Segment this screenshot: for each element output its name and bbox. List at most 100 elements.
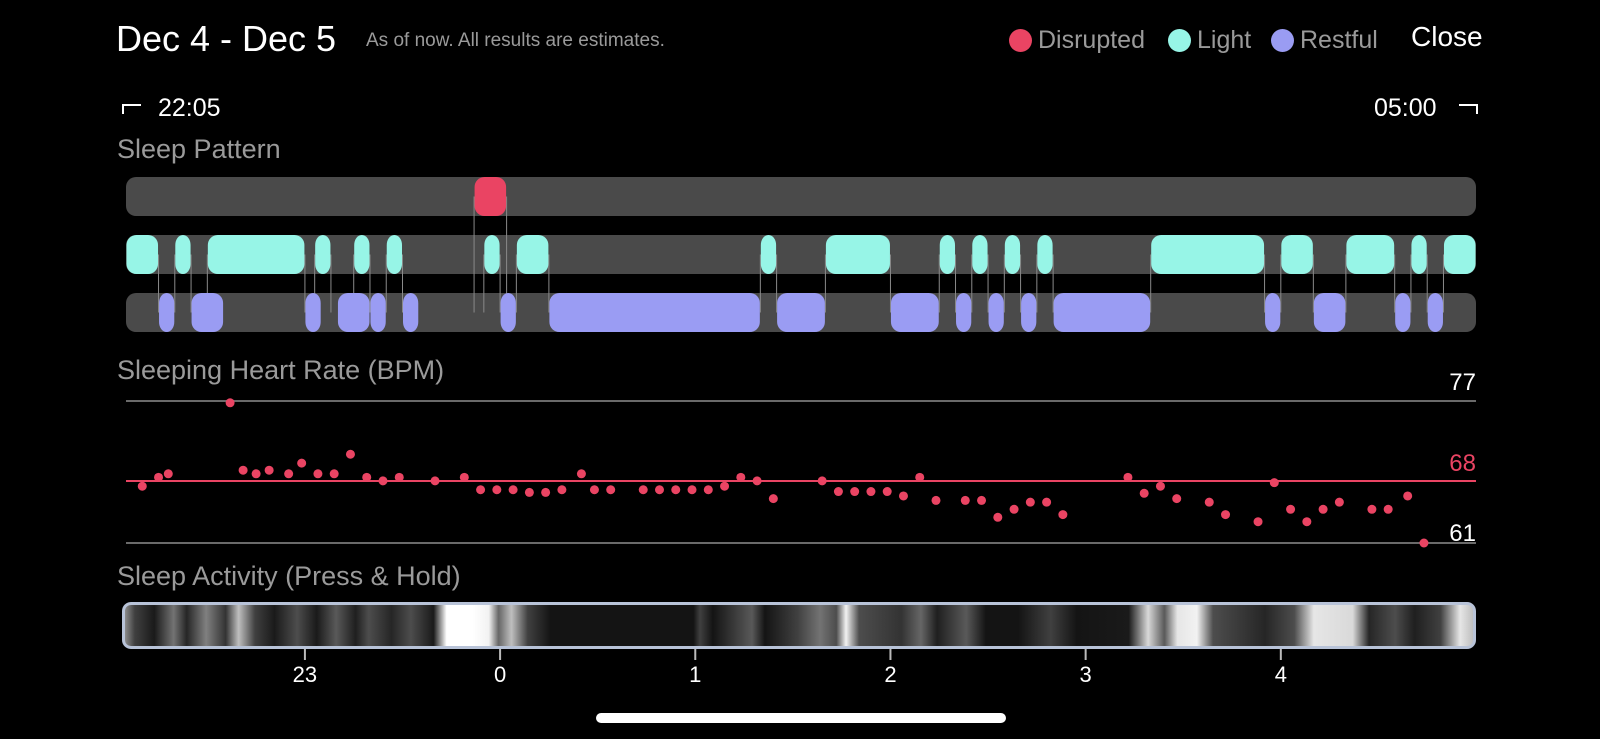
restful-segment[interactable] <box>1313 293 1346 332</box>
start-time: 22:05 <box>158 94 221 122</box>
legend-label: Light <box>1197 25 1252 54</box>
light-segments <box>126 235 1476 274</box>
restful-segment[interactable] <box>370 293 386 332</box>
hr-point <box>430 476 440 486</box>
hr-point <box>687 485 697 495</box>
hr-point <box>284 469 294 479</box>
bracket-end-icon <box>1459 104 1478 114</box>
disrupted-dot-icon <box>1009 28 1032 52</box>
hr-point <box>720 481 730 491</box>
light-segment[interactable] <box>354 235 370 274</box>
restful-segment[interactable] <box>890 293 939 332</box>
restful-segment[interactable] <box>305 293 321 332</box>
hr-point <box>1123 472 1133 482</box>
hr-point <box>1172 494 1182 504</box>
hr-point <box>459 472 469 482</box>
hr-point <box>606 485 616 495</box>
light-segment[interactable] <box>386 235 403 274</box>
hr-point <box>378 476 388 486</box>
restful-segment[interactable] <box>1395 293 1411 332</box>
activity-tick-label: 3 <box>1080 662 1092 687</box>
light-segment[interactable] <box>126 235 159 274</box>
legend-disrupted: Disrupted <box>1009 24 1145 56</box>
restful-segment[interactable] <box>1265 293 1281 332</box>
restful-segment[interactable] <box>956 293 972 332</box>
hr-point <box>1367 504 1377 514</box>
hr-min-label: 61 <box>1449 520 1476 547</box>
light-segment[interactable] <box>760 235 777 274</box>
light-segment[interactable] <box>516 235 549 274</box>
hr-point <box>654 485 664 495</box>
restful-segment[interactable] <box>988 293 1004 332</box>
light-segment[interactable] <box>315 235 331 274</box>
restful-dot-icon <box>1271 28 1294 52</box>
hr-point <box>898 491 908 501</box>
restful-segment[interactable] <box>500 293 516 332</box>
light-segment[interactable] <box>1004 235 1021 274</box>
restful-segment[interactable] <box>1053 293 1151 332</box>
pattern-connectors <box>158 196 1444 313</box>
light-segment[interactable] <box>1346 235 1395 274</box>
hr-point <box>508 485 518 495</box>
hr-point <box>1403 491 1413 501</box>
hr-point <box>915 472 925 482</box>
hr-point <box>882 487 892 497</box>
sleep-activity-title: Sleep Activity (Press & Hold) <box>117 561 461 591</box>
activity-time-axis: 23 0 1 2 3 4 <box>293 649 1287 687</box>
restful-segment[interactable] <box>777 293 825 332</box>
hr-point <box>557 485 567 495</box>
hr-point <box>137 481 147 491</box>
hr-point <box>1221 510 1231 520</box>
hr-point <box>1286 504 1296 514</box>
hr-point <box>1025 497 1035 507</box>
activity-tick-label: 0 <box>494 662 506 687</box>
light-segment[interactable] <box>1151 235 1265 274</box>
hr-point <box>752 476 762 486</box>
light-segment[interactable] <box>484 235 500 274</box>
bracket-start-icon <box>122 104 141 114</box>
restful-segment[interactable] <box>1021 293 1037 332</box>
heart-rate-chart: 77 68 61 <box>126 369 1476 548</box>
legend-restful: Restful <box>1271 24 1378 56</box>
light-segment[interactable] <box>825 235 890 274</box>
light-segment[interactable] <box>1443 235 1476 274</box>
hr-point <box>476 485 486 495</box>
legend-light: Light <box>1168 24 1251 56</box>
restful-segment[interactable] <box>549 293 760 332</box>
estimate-note: As of now. All results are estimates. <box>366 30 665 51</box>
hr-point <box>154 472 164 482</box>
hr-point <box>1204 497 1214 507</box>
restful-segment[interactable] <box>159 293 175 332</box>
close-button[interactable]: Close <box>1411 21 1483 52</box>
light-segment[interactable] <box>1037 235 1053 274</box>
light-segment[interactable] <box>1411 235 1427 274</box>
disrupted-segment[interactable] <box>474 177 507 216</box>
hr-point <box>524 487 534 497</box>
restful-segment[interactable] <box>1427 293 1443 332</box>
light-segment[interactable] <box>1281 235 1313 274</box>
hr-point <box>703 485 713 495</box>
light-segment[interactable] <box>939 235 956 274</box>
legend-label: Restful <box>1300 25 1378 54</box>
hr-point <box>977 495 987 505</box>
hr-point <box>251 469 261 479</box>
hr-point <box>541 487 551 497</box>
hr-point <box>1334 497 1344 507</box>
light-segment[interactable] <box>972 235 988 274</box>
hr-point <box>1139 488 1149 498</box>
hr-point <box>931 495 941 505</box>
hr-point <box>1269 478 1279 488</box>
hr-point <box>225 398 235 408</box>
hr-point <box>492 485 502 495</box>
restful-segment[interactable] <box>337 293 370 332</box>
hr-point <box>1383 504 1393 514</box>
hr-point <box>345 449 355 459</box>
home-indicator[interactable] <box>596 713 1006 723</box>
restful-segment[interactable] <box>191 293 224 332</box>
light-segment[interactable] <box>207 235 305 274</box>
light-segment[interactable] <box>175 235 191 274</box>
sleep-activity-strip[interactable] <box>122 602 1476 649</box>
activity-tick-label: 2 <box>884 662 896 687</box>
restful-segment[interactable] <box>403 293 419 332</box>
hr-point <box>817 476 827 486</box>
